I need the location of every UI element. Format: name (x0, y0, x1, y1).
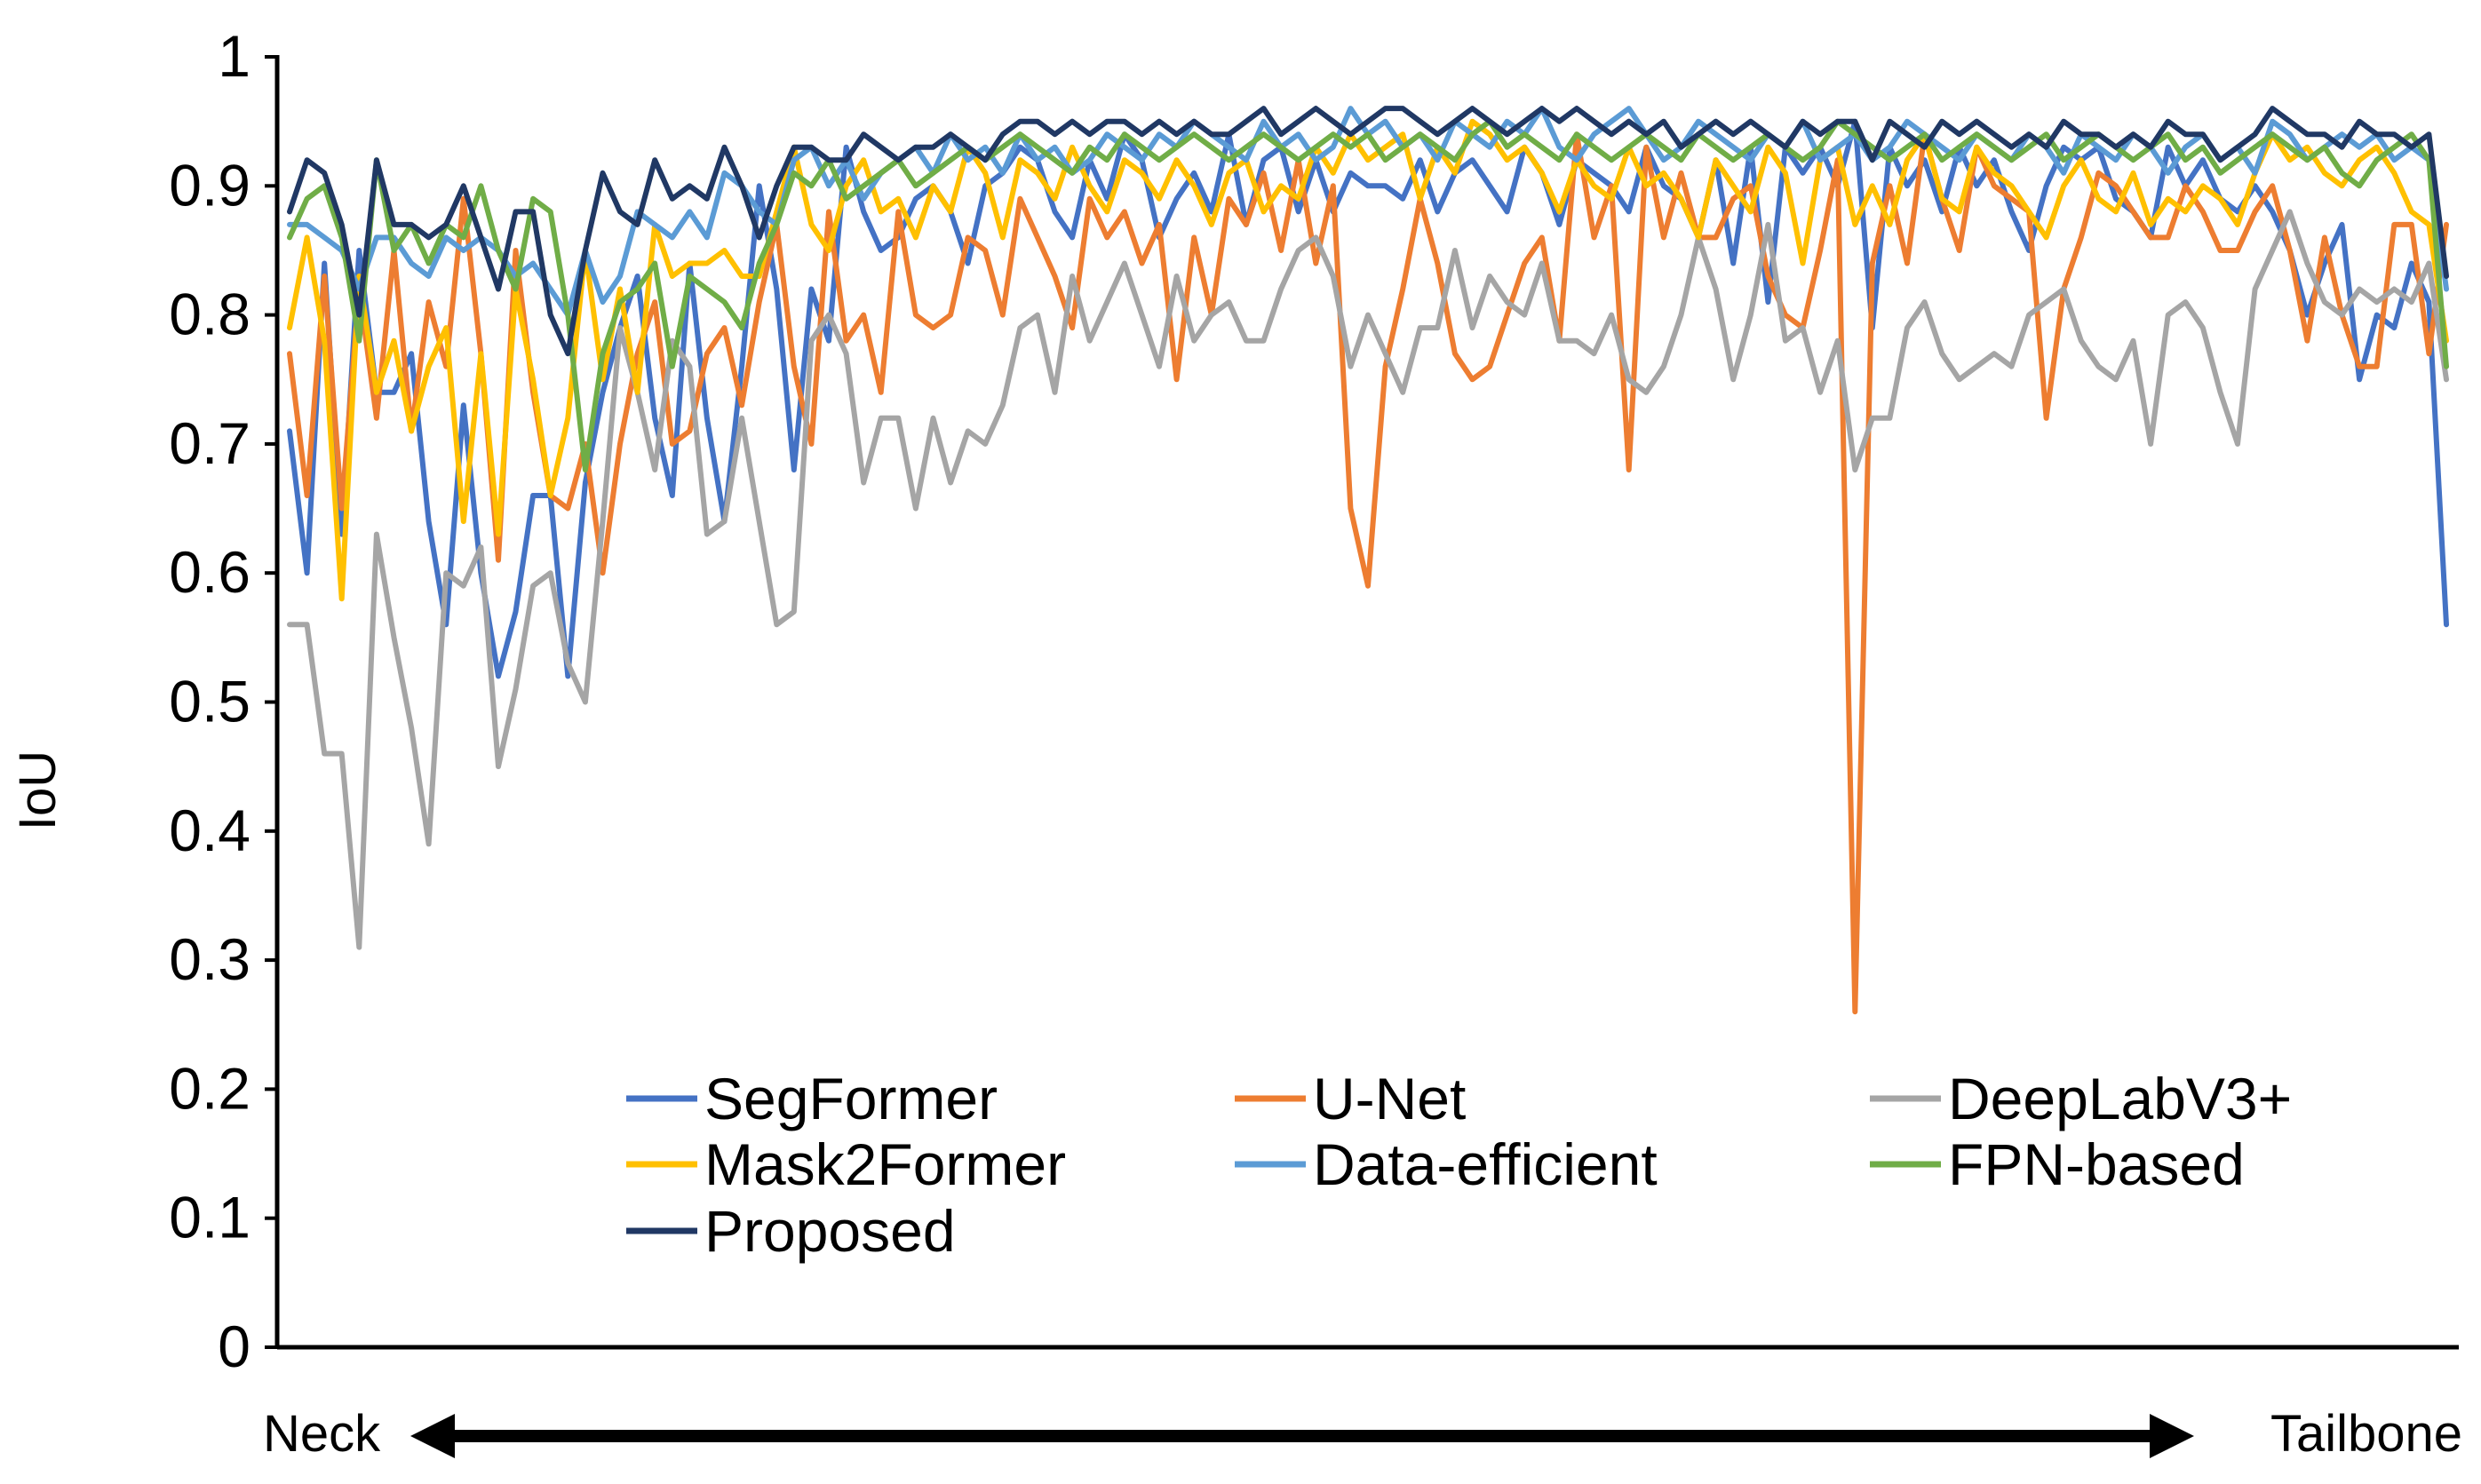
legend-label: FPN-based (1948, 1131, 2245, 1197)
direction-arrow-head-left (410, 1414, 455, 1458)
legend-label: U-Net (1313, 1066, 1466, 1131)
y-tick-label: 0 (218, 1313, 250, 1379)
neck-label: Neck (263, 1405, 381, 1463)
y-tick-label: 0.4 (169, 798, 250, 863)
y-tick-label: 0.9 (169, 152, 250, 218)
series-line-proposed (287, 106, 2449, 357)
direction-arrow-head-right (2150, 1414, 2194, 1458)
y-tick-label: 0.6 (169, 539, 250, 605)
y-tick-label: 1 (218, 23, 250, 89)
legend-label: Proposed (704, 1198, 956, 1264)
y-tick-label: 0.2 (169, 1055, 250, 1121)
y-axis-label: IoU (9, 750, 67, 830)
y-tick-label: 0.8 (169, 282, 250, 347)
series-line-u-net (287, 131, 2449, 1015)
y-tick-label: 0.3 (169, 926, 250, 992)
legend-label: DeepLabV3+ (1948, 1066, 2292, 1131)
y-tick-label: 0.5 (169, 669, 250, 734)
legend-label: Data-efficient (1313, 1131, 1658, 1197)
tailbone-label: Tailbone (2270, 1405, 2462, 1463)
y-tick-label: 0.7 (169, 410, 250, 476)
y-tick-label: 0.1 (169, 1185, 250, 1250)
series-line-mask2former (287, 118, 2449, 602)
series-line-fpn-based (287, 118, 2449, 472)
series-line-segformer (287, 118, 2449, 679)
legend-label: Mask2Former (704, 1131, 1066, 1197)
series-line-deeplabv3 (287, 209, 2449, 950)
legend-label: SegFormer (704, 1066, 998, 1131)
